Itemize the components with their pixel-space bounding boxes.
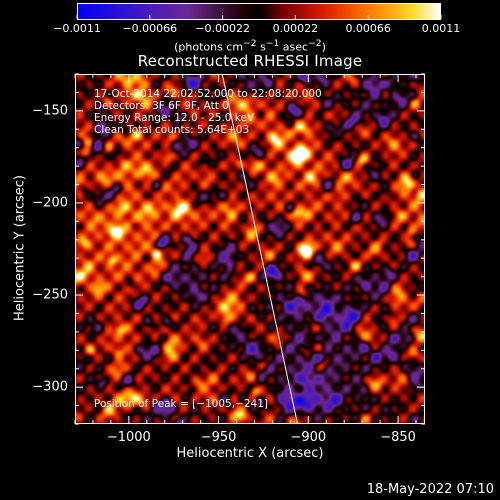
colorbar-frame bbox=[77, 3, 441, 20]
colorbar-tick-label: 0.00022 bbox=[272, 22, 319, 35]
colorbar bbox=[77, 3, 441, 20]
solar-limb-line bbox=[221, 73, 299, 425]
chart-title: Reconstructed RHESSI Image bbox=[137, 52, 363, 70]
x-tick-label: −850 bbox=[380, 430, 416, 445]
y-tick-label: −150 bbox=[32, 103, 68, 119]
heatmap-image bbox=[75, 74, 425, 424]
peak-position-annotation: Position of Peak = [−1005,−241] bbox=[94, 398, 268, 410]
x-tick-label: −950 bbox=[200, 430, 237, 445]
colorbar-tick-label: −0.0011 bbox=[53, 22, 101, 35]
x-axis-label: Heliocentric X (arcsec) bbox=[176, 446, 324, 461]
colorbar-tick-label: 0.0011 bbox=[421, 22, 461, 35]
plot-timestamp: 18-May-2022 07:10 bbox=[366, 482, 494, 497]
colorbar-tick-label: 0.00066 bbox=[345, 22, 391, 35]
colorbar-tick-label: −0.00066 bbox=[122, 22, 178, 35]
plot-frame bbox=[75, 74, 425, 424]
y-tick-label: −250 bbox=[32, 287, 68, 303]
colorbar-tick-label: −0.00022 bbox=[195, 22, 250, 35]
clean-counts-annotation: Clean Total counts: 5.64E+03 bbox=[94, 124, 250, 136]
colorbar-unit-label: (photons cm−2 s−1 asec−2) bbox=[174, 38, 326, 54]
detectors-annotation: Detectors: 3F 6F 9F, Att 0 bbox=[94, 100, 229, 112]
energy-range-annotation: Energy Range: 12.0 - 25.0 keV bbox=[94, 112, 255, 124]
y-tick-label: −200 bbox=[32, 195, 68, 211]
y-axis-label: Heliocentric Y (arcsec) bbox=[12, 175, 28, 321]
x-tick-label: −900 bbox=[290, 430, 327, 445]
colorbar-ticks bbox=[76, 3, 442, 20]
y-tick-label: −300 bbox=[32, 379, 68, 395]
time-range-annotation: 17-Oct-2014 22:02:52.000 to 22:08:20.000 bbox=[94, 88, 322, 100]
x-tick-label: −1000 bbox=[106, 430, 151, 445]
